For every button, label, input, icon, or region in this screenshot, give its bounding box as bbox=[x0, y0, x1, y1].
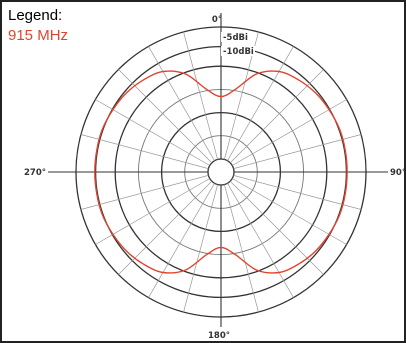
radial-label-bg bbox=[221, 32, 255, 42]
grid-spoke bbox=[183, 184, 218, 313]
grid-spoke bbox=[118, 180, 213, 275]
series-line-915mhz bbox=[94, 70, 348, 274]
grid-spoke bbox=[118, 69, 213, 164]
grid-spoke bbox=[95, 178, 210, 245]
grid-spoke bbox=[233, 175, 362, 210]
legend-entry-915mhz: 915 MHz bbox=[8, 27, 69, 44]
grid-spoke bbox=[232, 99, 347, 166]
radial-label: -10dBi bbox=[223, 47, 254, 57]
grid-spoke bbox=[233, 134, 362, 169]
grid-spoke bbox=[229, 180, 324, 275]
grid-spoke bbox=[224, 184, 259, 313]
radial-label-bg bbox=[221, 46, 255, 56]
grid-spoke bbox=[95, 99, 210, 166]
grid-spoke bbox=[227, 46, 294, 161]
legend-title: Legend: bbox=[8, 7, 63, 24]
grid-ring bbox=[207, 158, 235, 186]
grid-spoke bbox=[232, 178, 347, 245]
grid-spoke bbox=[148, 46, 215, 161]
grid-spoke bbox=[80, 175, 209, 210]
grid-spoke bbox=[148, 183, 215, 298]
angle-label-0: 0° bbox=[212, 15, 222, 25]
angle-label-180: 180° bbox=[208, 331, 230, 341]
radial-label: -5dBi bbox=[223, 33, 248, 43]
angle-label-90: 90° bbox=[390, 168, 406, 178]
angle-label-270: 270° bbox=[24, 168, 46, 178]
grid-spoke bbox=[229, 69, 324, 164]
grid-spoke bbox=[80, 134, 209, 169]
grid-spoke bbox=[227, 183, 294, 298]
grid-spoke bbox=[183, 31, 218, 160]
